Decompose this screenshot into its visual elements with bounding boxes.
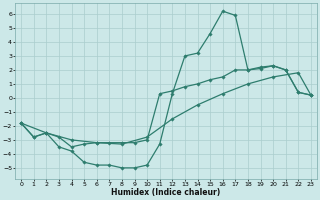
X-axis label: Humidex (Indice chaleur): Humidex (Indice chaleur) xyxy=(111,188,220,197)
